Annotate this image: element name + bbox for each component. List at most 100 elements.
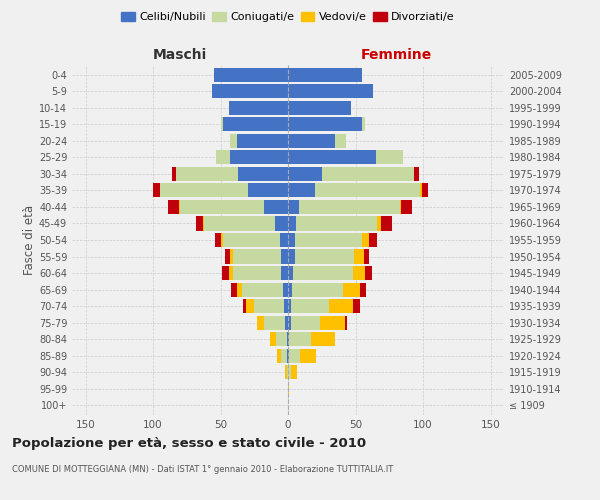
Text: Popolazione per età, sesso e stato civile - 2010: Popolazione per età, sesso e stato civil… — [12, 438, 366, 450]
Bar — [362, 233, 369, 247]
Bar — [196, 216, 203, 230]
Bar — [335, 134, 346, 148]
Bar — [421, 184, 422, 198]
Bar — [401, 200, 412, 214]
Y-axis label: Fasce di età: Fasce di età — [23, 205, 36, 275]
Bar — [376, 150, 403, 164]
Bar — [290, 299, 329, 313]
Bar — [295, 250, 354, 264]
Bar — [288, 282, 292, 296]
Bar — [229, 101, 288, 115]
Bar — [288, 150, 376, 164]
Bar — [215, 233, 221, 247]
Bar — [288, 184, 315, 198]
Bar — [311, 332, 335, 346]
Bar — [242, 282, 283, 296]
Bar — [288, 134, 335, 148]
Bar — [377, 216, 381, 230]
Bar — [288, 118, 362, 132]
Bar — [290, 316, 320, 330]
Bar — [221, 233, 223, 247]
Bar — [288, 316, 290, 330]
Bar — [288, 167, 322, 181]
Bar — [288, 68, 362, 82]
Bar — [364, 250, 369, 264]
Bar — [246, 299, 254, 313]
Bar — [238, 167, 288, 181]
Bar — [275, 216, 288, 230]
Bar — [229, 266, 233, 280]
Bar — [281, 266, 288, 280]
Bar — [289, 348, 300, 362]
Bar — [283, 282, 288, 296]
Bar — [244, 299, 246, 313]
Bar — [257, 316, 264, 330]
Bar — [362, 118, 365, 132]
Bar — [212, 84, 288, 98]
Bar — [400, 200, 401, 214]
Bar — [286, 316, 288, 330]
Bar — [179, 200, 180, 214]
Bar — [203, 216, 204, 230]
Bar — [315, 184, 420, 198]
Bar — [172, 167, 176, 181]
Bar — [233, 250, 281, 264]
Bar — [288, 332, 289, 346]
Bar — [365, 266, 372, 280]
Bar — [288, 233, 295, 247]
Bar — [288, 216, 296, 230]
Bar — [287, 365, 288, 379]
Text: COMUNE DI MOTTEGGIANA (MN) - Dati ISTAT 1° gennaio 2010 - Elaborazione TUTTITALI: COMUNE DI MOTTEGGIANA (MN) - Dati ISTAT … — [12, 466, 393, 474]
Text: Femmine: Femmine — [361, 48, 431, 62]
Bar — [221, 118, 223, 132]
Bar — [276, 332, 287, 346]
Bar — [214, 68, 288, 82]
Bar — [288, 299, 290, 313]
Bar — [296, 216, 377, 230]
Bar — [248, 184, 288, 198]
Bar — [217, 150, 230, 164]
Bar — [369, 233, 377, 247]
Bar — [329, 299, 353, 313]
Bar — [168, 200, 179, 214]
Bar — [281, 250, 288, 264]
Bar — [413, 167, 419, 181]
Bar — [254, 299, 284, 313]
Bar — [288, 266, 293, 280]
Bar — [233, 266, 281, 280]
Bar — [344, 316, 347, 330]
Bar — [236, 282, 242, 296]
Bar — [230, 250, 233, 264]
Bar — [223, 233, 280, 247]
Bar — [287, 348, 288, 362]
Bar — [224, 250, 230, 264]
Bar — [160, 184, 248, 198]
Bar — [359, 282, 366, 296]
Bar — [277, 348, 281, 362]
Bar — [288, 382, 289, 396]
Bar — [288, 84, 373, 98]
Text: Maschi: Maschi — [153, 48, 207, 62]
Bar — [153, 184, 160, 198]
Bar — [289, 332, 311, 346]
Legend: Celibi/Nubili, Coniugati/e, Vedovi/e, Divorziati/e: Celibi/Nubili, Coniugati/e, Vedovi/e, Di… — [117, 8, 459, 27]
Bar — [293, 266, 353, 280]
Bar — [230, 150, 288, 164]
Bar — [288, 250, 295, 264]
Bar — [299, 200, 400, 214]
Bar — [295, 233, 362, 247]
Bar — [280, 233, 288, 247]
Bar — [286, 365, 287, 379]
Bar — [284, 299, 288, 313]
Bar — [223, 118, 288, 132]
Bar — [264, 200, 288, 214]
Bar — [264, 316, 286, 330]
Bar — [353, 299, 359, 313]
Bar — [300, 348, 316, 362]
Bar — [204, 216, 275, 230]
Bar — [180, 200, 264, 214]
Bar — [322, 167, 413, 181]
Bar — [288, 348, 289, 362]
Bar — [222, 266, 229, 280]
Bar — [281, 348, 287, 362]
